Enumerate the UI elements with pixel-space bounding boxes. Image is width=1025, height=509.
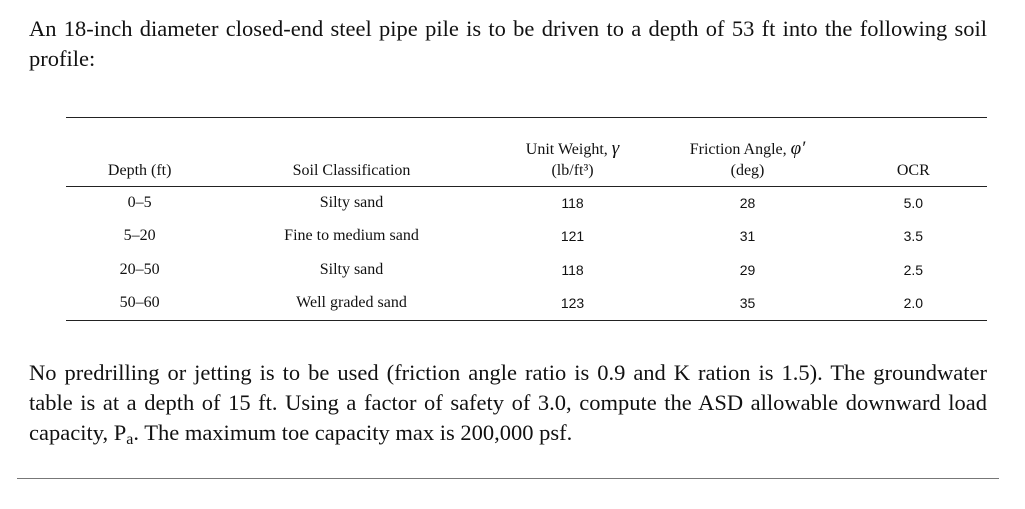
header-friction-angle-unit: (deg)	[730, 161, 765, 179]
table-top-rule	[66, 117, 987, 118]
header-unit-weight-unit: (lb/ft³)	[551, 161, 594, 179]
cell-ocr: 2.5	[903, 261, 924, 278]
cell-ocr: 3.5	[903, 228, 924, 245]
cell-unit-weight: 118	[561, 261, 584, 278]
cell-soil: Silty sand	[319, 260, 384, 278]
problem-intro: An 18-inch diameter closed-end steel pip…	[29, 16, 987, 71]
table-row: 5–20 Fine to medium sand 121 31 3.5	[66, 220, 987, 254]
cell-ocr: 5.0	[903, 195, 924, 211]
cell-friction-angle: 35	[739, 295, 756, 311]
cell-depth: 50–60	[119, 294, 160, 311]
cell-unit-weight: 118	[561, 195, 584, 211]
cell-soil: Silty sand	[319, 194, 384, 211]
table-row: 50–60 Well graded sand 123 35 2.0	[66, 287, 987, 320]
cell-ocr: 2.0	[903, 295, 924, 311]
header-unit-weight-label: Unit Weight,	[525, 140, 612, 158]
allowable-load-subscript: a	[126, 431, 134, 448]
header-soil-classification: Soil Classification	[292, 161, 411, 179]
header-depth: Depth (ft)	[107, 161, 172, 179]
header-friction-angle: Friction Angle, φ′ (deg)	[655, 118, 839, 186]
cell-friction-angle: 29	[739, 261, 756, 278]
phi-prime-symbol: φ′	[790, 137, 806, 159]
problem-question: No predrilling or jetting is to be used …	[29, 358, 987, 455]
cell-unit-weight: 121	[560, 228, 585, 245]
cell-soil: Fine to medium sand	[284, 227, 419, 245]
cell-friction-angle: 31	[739, 228, 756, 245]
cell-friction-angle: 28	[739, 195, 756, 211]
table-row: 20–50 Silty sand 118 29 2.5	[66, 253, 987, 287]
table-row: 0–5 Silty sand 118 28 5.0	[66, 186, 987, 220]
question-text: No predrilling or jetting is to be used …	[29, 360, 987, 445]
cell-depth: 20–50	[119, 260, 160, 278]
header-friction-angle-label: Friction Angle,	[689, 140, 791, 158]
question-text-end: . The maximum toe capacity max is 200,00…	[133, 420, 573, 445]
cell-depth: 0–5	[127, 194, 152, 211]
header-unit-weight: Unit Weight, γ (lb/ft³)	[490, 118, 656, 186]
cell-soil: Well graded sand	[296, 294, 407, 311]
cell-unit-weight: 123	[560, 295, 585, 311]
header-ocr: OCR	[896, 161, 930, 179]
cell-depth: 5–20	[123, 227, 156, 245]
soil-profile-table: Depth (ft) Soil Classification Unit Weig…	[66, 117, 987, 321]
gamma-symbol: γ	[611, 137, 620, 159]
bottom-divider	[17, 478, 999, 479]
